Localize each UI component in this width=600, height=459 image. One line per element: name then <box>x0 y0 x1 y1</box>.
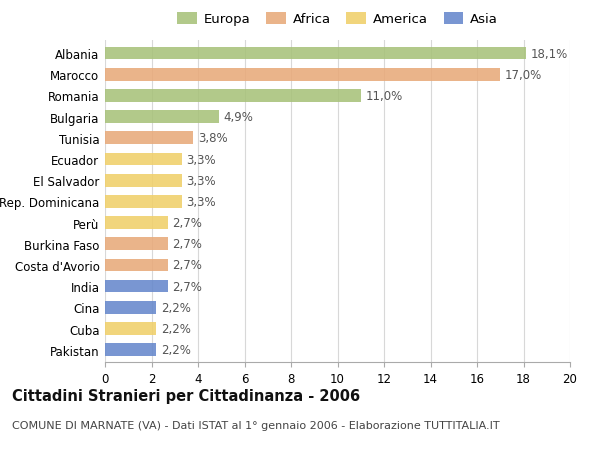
Text: 3,3%: 3,3% <box>187 174 216 187</box>
Legend: Europa, Africa, America, Asia: Europa, Africa, America, Asia <box>172 8 503 32</box>
Text: 18,1%: 18,1% <box>530 48 568 61</box>
Bar <box>105 174 182 187</box>
Text: 2,2%: 2,2% <box>161 343 191 356</box>
Text: Cittadini Stranieri per Cittadinanza - 2006: Cittadini Stranieri per Cittadinanza - 2… <box>12 388 360 403</box>
Bar <box>105 217 168 230</box>
Bar <box>105 153 182 166</box>
Text: 3,3%: 3,3% <box>187 196 216 208</box>
Text: 2,2%: 2,2% <box>161 322 191 335</box>
Text: 2,7%: 2,7% <box>172 280 202 293</box>
Bar <box>105 301 156 314</box>
Bar <box>105 196 182 208</box>
Bar <box>105 259 168 272</box>
Text: 2,2%: 2,2% <box>161 301 191 314</box>
Bar <box>105 111 219 124</box>
Text: 2,7%: 2,7% <box>172 238 202 251</box>
Text: 3,8%: 3,8% <box>198 132 227 145</box>
Bar <box>105 238 168 251</box>
Bar <box>105 280 168 293</box>
Bar <box>105 322 156 335</box>
Bar <box>105 132 193 145</box>
Text: 2,7%: 2,7% <box>172 259 202 272</box>
Bar <box>105 48 526 60</box>
Bar <box>105 344 156 356</box>
Text: COMUNE DI MARNATE (VA) - Dati ISTAT al 1° gennaio 2006 - Elaborazione TUTTITALIA: COMUNE DI MARNATE (VA) - Dati ISTAT al 1… <box>12 420 500 430</box>
Text: 17,0%: 17,0% <box>505 69 542 82</box>
Text: 4,9%: 4,9% <box>224 111 253 124</box>
Text: 11,0%: 11,0% <box>365 90 403 103</box>
Bar <box>105 90 361 103</box>
Text: 2,7%: 2,7% <box>172 217 202 230</box>
Text: 3,3%: 3,3% <box>187 153 216 166</box>
Bar <box>105 69 500 82</box>
